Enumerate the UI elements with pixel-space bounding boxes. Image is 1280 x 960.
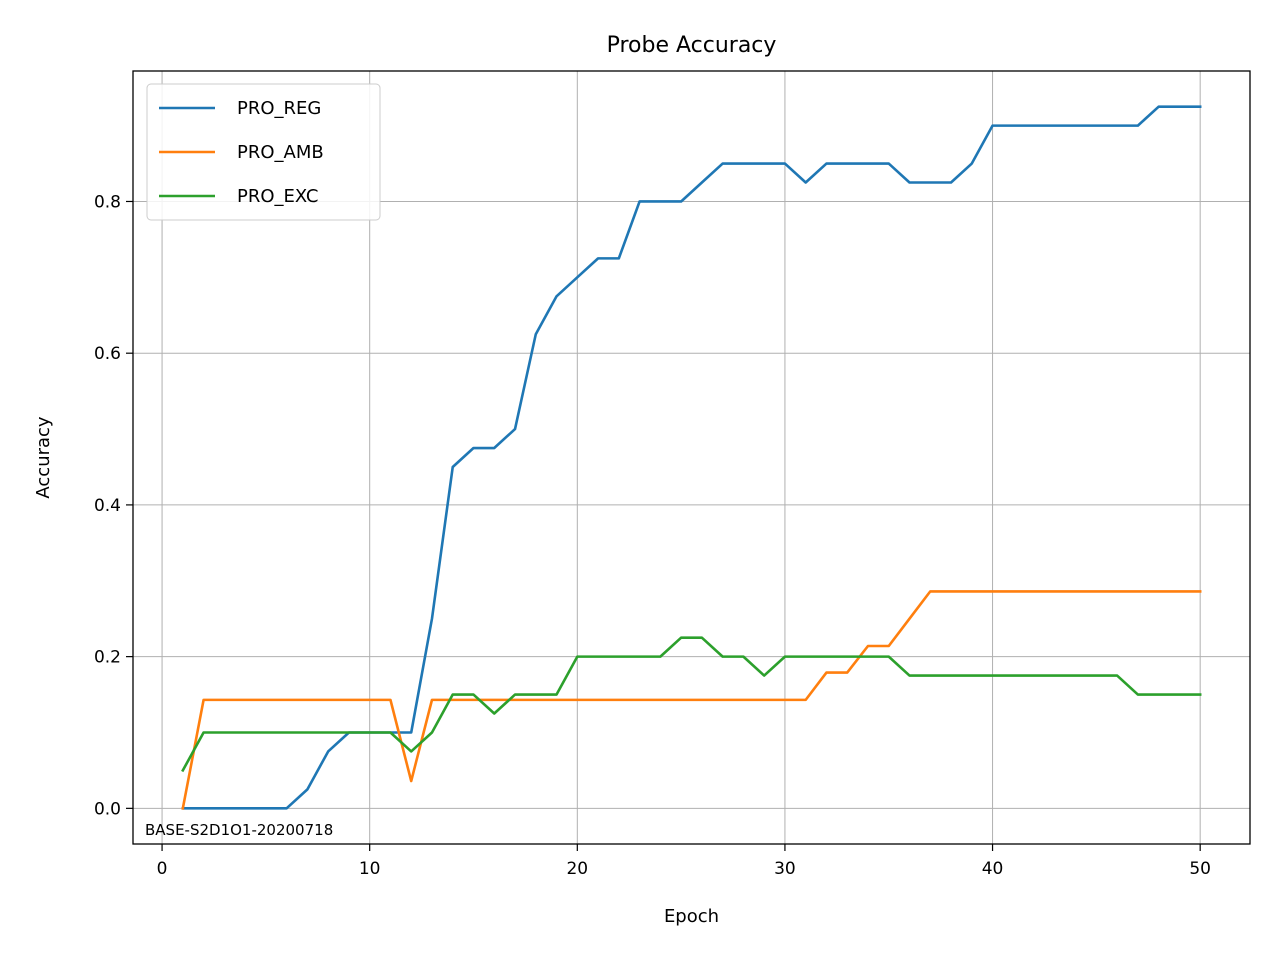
y-tick-label: 0.8 <box>94 192 121 212</box>
series-line-pro-amb <box>181 590 1202 810</box>
series-group <box>181 105 1202 810</box>
x-axis-label: Epoch <box>664 906 719 927</box>
plot-area-frame <box>132 70 1251 845</box>
x-tick-label: 30 <box>774 859 796 879</box>
run-id-annotation: BASE-S2D1O1-20200718 <box>145 821 333 839</box>
y-axis-label: Accuracy <box>33 416 54 499</box>
x-tick-label: 50 <box>1189 859 1211 879</box>
legend-label: PRO_REG <box>237 98 321 119</box>
x-tick-label: 0 <box>157 859 168 879</box>
x-tick-label: 40 <box>982 859 1004 879</box>
x-tick-label: 10 <box>359 859 381 879</box>
x-tick-label: 20 <box>566 859 588 879</box>
legend: PRO_REG PRO_AMB PRO_EXC <box>146 83 381 221</box>
y-tick-label: 0.6 <box>94 344 121 364</box>
series-line-pro-exc <box>181 636 1202 773</box>
y-tick-label: 0.2 <box>94 648 121 668</box>
legend-label: PRO_AMB <box>237 142 324 163</box>
y-tick-label: 0.0 <box>94 799 121 819</box>
chart-title: Probe Accuracy <box>607 33 777 58</box>
tick-group: 0 10 20 30 40 50 0.0 0.2 0.4 0.6 0.8 <box>94 192 1211 879</box>
legend-box <box>146 83 381 221</box>
legend-label: PRO_EXC <box>237 186 319 207</box>
y-tick-label: 0.4 <box>94 496 121 516</box>
